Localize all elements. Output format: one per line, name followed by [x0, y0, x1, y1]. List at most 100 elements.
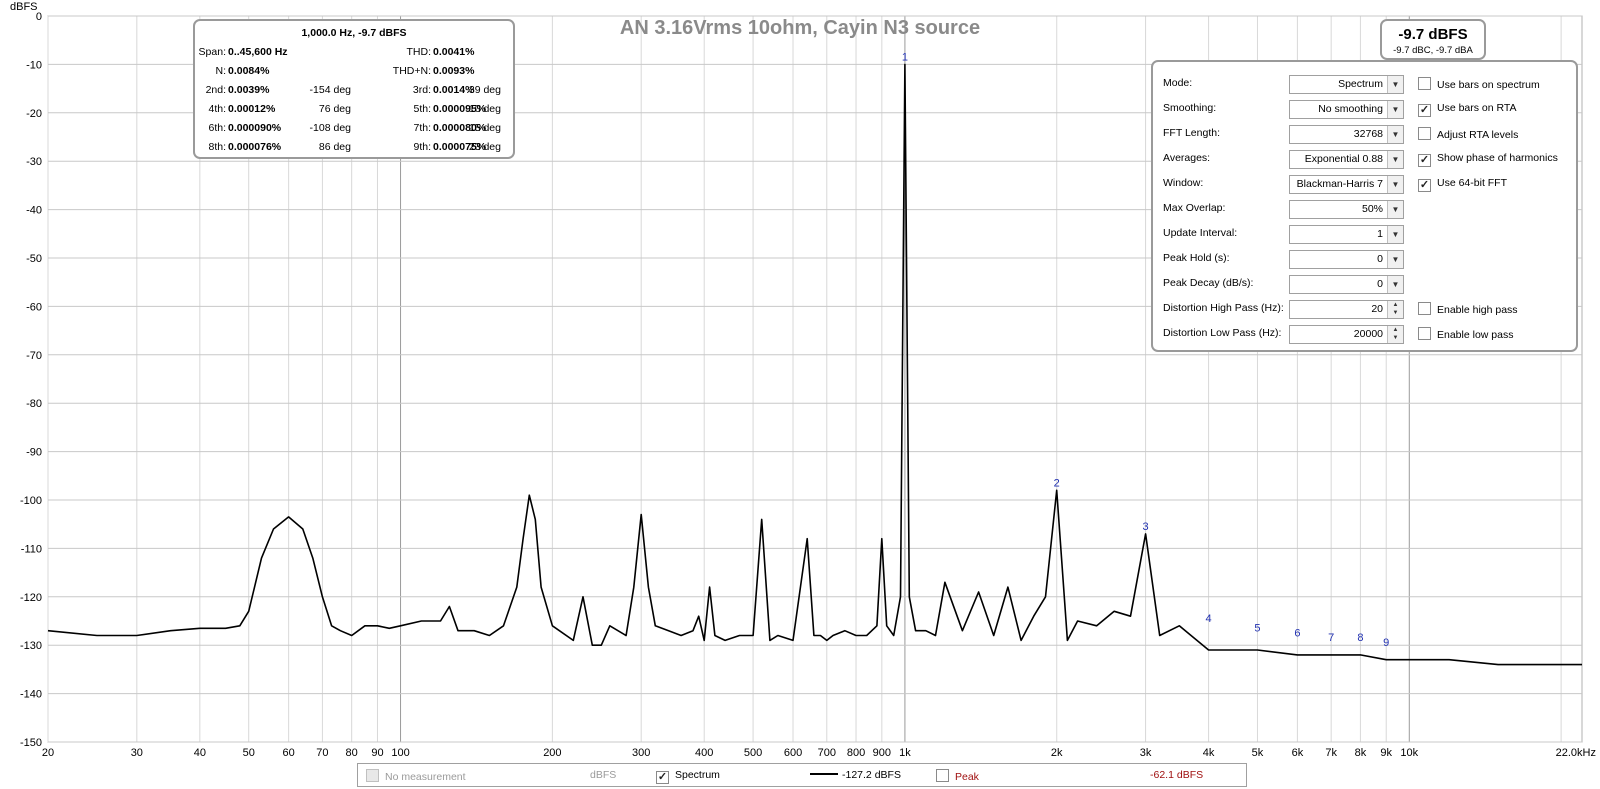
setting-label: Mode:	[1163, 77, 1193, 89]
setting-checkbox-row[interactable]: ✓ Show phase of harmonics	[1418, 152, 1558, 167]
distortion-cell: 0.0041%	[433, 46, 475, 58]
setting-checkbox[interactable]	[1418, 327, 1431, 340]
no-measurement-item[interactable]: No measurement	[366, 769, 466, 783]
setting-dropdown[interactable]: No smoothing ▼	[1289, 100, 1404, 119]
x-tick-label: 40	[194, 747, 206, 759]
setting-checkbox-row[interactable]: Adjust RTA levels	[1418, 127, 1518, 141]
harmonic-marker-5: 5	[1254, 623, 1260, 635]
setting-label: Max Overlap:	[1163, 202, 1226, 214]
distortion-cell: 7th:	[413, 122, 431, 134]
distortion-row: 2nd: 0.0039% -154 deg 3rd: 0.0014% 39 deg	[195, 84, 513, 102]
setting-dropdown[interactable]: 1 ▼	[1289, 225, 1404, 244]
x-tick-label: 8k	[1355, 747, 1367, 759]
setting-checkbox-row[interactable]: ✓ Use bars on RTA	[1418, 102, 1517, 117]
setting-checkbox[interactable]	[1418, 127, 1431, 140]
level-main: -9.7 dBFS	[1398, 26, 1468, 43]
setting-dropdown[interactable]: 32768 ▼	[1289, 125, 1404, 144]
harmonic-marker-1: 1	[902, 51, 908, 63]
setting-dropdown[interactable]: 50% ▼	[1289, 200, 1404, 219]
setting-value: Blackman-Harris 7	[1296, 178, 1383, 190]
setting-label: Distortion High Pass (Hz):	[1163, 302, 1284, 314]
peak-value: -62.1 dBFS	[1150, 769, 1204, 781]
setting-checkbox-row[interactable]: Enable low pass	[1418, 327, 1513, 341]
setting-value: 0	[1377, 253, 1383, 265]
setting-label: Peak Hold (s):	[1163, 252, 1230, 264]
setting-spinner[interactable]: 20 ▲ ▼	[1289, 300, 1404, 319]
setting-checkbox-row[interactable]: Enable high pass	[1418, 302, 1518, 316]
spinner-arrows-icon[interactable]: ▲ ▼	[1387, 326, 1403, 343]
setting-label: Window:	[1163, 177, 1204, 189]
spectrum-toggle[interactable]: ✓ Spectrum	[656, 769, 720, 784]
setting-dropdown[interactable]: Exponential 0.88 ▼	[1289, 150, 1404, 169]
spectrum-label: Spectrum	[675, 769, 720, 781]
x-tick-label: 2k	[1051, 747, 1063, 759]
dropdown-arrow-icon[interactable]: ▼	[1387, 176, 1403, 193]
setting-checkbox-row[interactable]: ✓ Use 64-bit FFT	[1418, 177, 1507, 192]
distortion-cell: 0.0039%	[228, 84, 270, 96]
distortion-cell: -154 deg	[309, 84, 351, 96]
dropdown-arrow-icon[interactable]: ▼	[1387, 151, 1403, 168]
distortion-cell: 39 deg	[468, 84, 501, 96]
x-tick-label: 100	[391, 747, 409, 759]
distortion-panel: 1,000.0 Hz, -9.7 dBFS Span: 0..45,600 Hz T…	[193, 19, 515, 159]
distortion-cell: 0.000080%	[433, 122, 487, 134]
dropdown-arrow-icon[interactable]: ▼	[1387, 226, 1403, 243]
x-tick-label: 30	[131, 747, 143, 759]
setting-checkbox[interactable]: ✓	[1418, 104, 1431, 117]
harmonic-marker-6: 6	[1294, 627, 1300, 639]
x-tick-label: 22.0kHz	[1556, 747, 1596, 759]
y-tick-label: -40	[26, 205, 42, 217]
setting-value: 50%	[1361, 203, 1383, 215]
dropdown-arrow-icon[interactable]: ▼	[1387, 76, 1403, 93]
dropdown-arrow-icon[interactable]: ▼	[1387, 126, 1403, 143]
dropdown-arrow-icon[interactable]: ▼	[1387, 201, 1403, 218]
setting-label: Peak Decay (dB/s):	[1163, 277, 1254, 289]
setting-checkbox[interactable]: ✓	[1418, 154, 1431, 167]
setting-checkbox-label: Enable high pass	[1437, 304, 1518, 316]
setting-value: No smoothing	[1318, 103, 1383, 115]
setting-value: 20	[1371, 303, 1383, 315]
setting-spinner[interactable]: 20000 ▲ ▼	[1289, 325, 1404, 344]
distortion-cell: 6th:	[208, 122, 226, 134]
distortion-cell: 0.000076%	[228, 141, 282, 153]
distortion-row: N: 0.0084% THD+N: 0.0093%	[195, 65, 513, 83]
distortion-cell: 86 deg	[318, 141, 351, 153]
x-tick-label: 70	[316, 747, 328, 759]
x-tick-label: 6k	[1292, 747, 1304, 759]
distortion-cell: 0.000090%	[228, 122, 282, 134]
x-tick-label: 800	[847, 747, 865, 759]
peak-toggle[interactable]: Peak	[936, 769, 979, 783]
spectrum-line	[47, 63, 1582, 666]
harmonic-marker-9: 9	[1383, 637, 1389, 649]
distortion-header: 1,000.0 Hz, -9.7 dBFS	[301, 27, 407, 39]
distortion-cell: N:	[215, 65, 227, 77]
setting-value: 1	[1377, 228, 1383, 240]
distortion-cell: 4th:	[208, 103, 226, 115]
setting-checkbox[interactable]: ✓	[1418, 179, 1431, 192]
setting-dropdown[interactable]: Blackman-Harris 7 ▼	[1289, 175, 1404, 194]
distortion-row: 8th: 0.000076% 86 deg 9th: 0.000075% 23 deg	[195, 141, 513, 159]
setting-dropdown[interactable]: 0 ▼	[1289, 250, 1404, 269]
setting-dropdown[interactable]: Spectrum ▼	[1289, 75, 1404, 94]
dropdown-arrow-icon[interactable]: ▼	[1387, 101, 1403, 118]
no-measurement-checkbox[interactable]	[366, 769, 379, 782]
setting-value: Spectrum	[1338, 78, 1383, 90]
distortion-cell: 2nd:	[205, 84, 226, 96]
y-tick-label: -30	[26, 156, 42, 168]
peak-checkbox[interactable]	[936, 769, 949, 782]
setting-checkbox[interactable]	[1418, 302, 1431, 315]
spinner-arrows-icon[interactable]: ▲ ▼	[1387, 301, 1403, 318]
setting-checkbox[interactable]	[1418, 77, 1431, 90]
y-tick-label: -20	[26, 108, 42, 120]
spectrum-checkbox[interactable]: ✓	[656, 771, 669, 784]
distortion-cell: 0.0093%	[433, 65, 475, 77]
distortion-cell: 0..45,600 Hz	[228, 46, 288, 58]
dropdown-arrow-icon[interactable]: ▼	[1387, 276, 1403, 293]
setting-dropdown[interactable]: 0 ▼	[1289, 275, 1404, 294]
distortion-cell: 5th:	[413, 103, 431, 115]
dropdown-arrow-icon[interactable]: ▼	[1387, 251, 1403, 268]
distortion-cell: 8th:	[208, 141, 226, 153]
spectrum-legend-line: -127.2 dBFS	[810, 769, 901, 781]
setting-value: 32768	[1353, 128, 1383, 140]
setting-checkbox-row[interactable]: Use bars on spectrum	[1418, 77, 1540, 91]
